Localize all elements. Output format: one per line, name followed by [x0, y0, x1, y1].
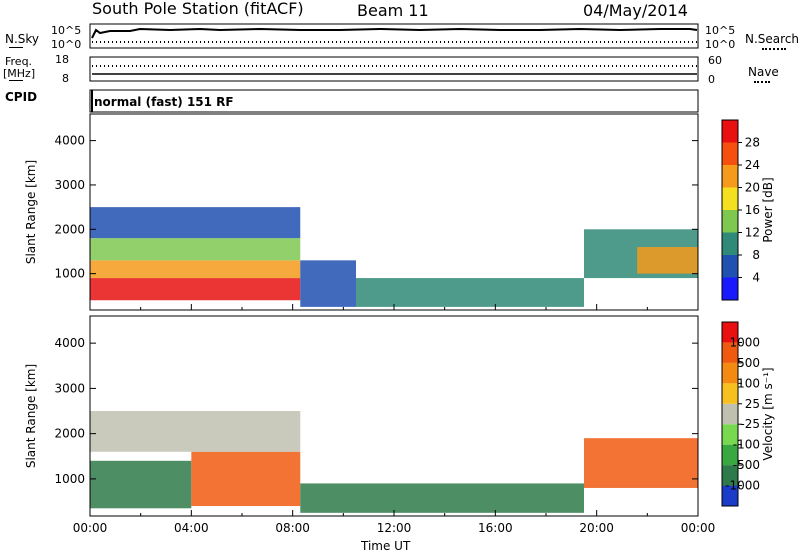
- power-ytick-label-3: 4000: [54, 134, 85, 148]
- station-title: South Pole Station (fitACF): [92, 0, 304, 18]
- nave-legend-line: [754, 81, 770, 83]
- power-colorbar-swatch-1: [722, 255, 738, 278]
- nsky-label: N.Sky: [5, 32, 40, 46]
- noise-panel: [89, 23, 699, 49]
- power-ylabel: Slant Range [km]: [24, 160, 38, 264]
- power-colorbar-swatch-6: [722, 142, 738, 165]
- velocity-ytick-label-2: 3000: [54, 381, 85, 395]
- date-label: 04/May/2014: [583, 1, 688, 20]
- power-region-5: [356, 278, 584, 307]
- noise-tick-low-left: 10^0: [51, 38, 82, 51]
- colorbars: 4 8 12 16 20 24 28 Power [dB] 1000 500 100 25 -25 -10…: [721, 119, 775, 507]
- velocity-colorbar-label-5: -100: [733, 438, 760, 452]
- nave-label: Nave: [748, 65, 779, 79]
- nsearch-label: N.Search: [745, 32, 800, 46]
- velocity-colorbar-swatch-8: [722, 322, 738, 343]
- velocity-colorbar-label-7: -1000: [725, 479, 760, 493]
- power-panel: 1000 2000 3000 4000 Slant Range [km]: [24, 113, 699, 311]
- nsky-trace: [91, 27, 698, 39]
- power-colorbar-label-4: 20: [745, 181, 760, 195]
- xtick-label-2: 08:00: [275, 521, 310, 535]
- velocity-region-4: [584, 438, 698, 488]
- power-colorbar-swatch-7: [722, 120, 738, 143]
- freq-label: Freq.: [5, 55, 33, 68]
- power-region-1: [90, 260, 301, 279]
- velocity-ytick-label-0: 1000: [54, 472, 85, 486]
- noise-tick-high-left: 10^5: [51, 24, 82, 37]
- cpid-label: CPID: [5, 90, 38, 104]
- xtick-label-6: 00:00: [681, 521, 716, 535]
- power-colorbar-label-5: 24: [745, 158, 760, 172]
- velocity-colorbar-label-6: -500: [733, 458, 760, 472]
- x-axis-label: Time UT: [361, 539, 411, 553]
- freq-panel: [89, 56, 699, 82]
- velocity-ytick-label-3: 4000: [54, 336, 85, 350]
- freq-tick-high: 18: [55, 53, 69, 66]
- velocity-ytick-label-1: 2000: [54, 427, 85, 441]
- velocity-colorbar-swatch-5: [722, 383, 738, 404]
- freq-unit: [MHz]: [3, 67, 36, 80]
- xtick-label-4: 16:00: [478, 521, 513, 535]
- power-colorbar-label-3: 16: [745, 203, 760, 217]
- velocity-colorbar-label-2: 100: [737, 376, 760, 390]
- nsearch-legend-line: [762, 48, 786, 50]
- velocity-panel: 1000 2000 3000 4000 Slant Range [km] 00:00 04:…: [24, 315, 716, 535]
- xtick-label-0: 00:00: [73, 521, 108, 535]
- power-region-0: [90, 278, 301, 301]
- power-colorbar-label-0: 4: [752, 271, 760, 285]
- power-colorbar-swatch-2: [722, 232, 738, 255]
- velocity-colorbar-swatch-7: [722, 342, 738, 363]
- nave-tick-low: 0: [708, 73, 715, 86]
- velocity-colorbar-label-1: 500: [737, 356, 760, 370]
- power-region-3: [90, 207, 301, 239]
- power-region-4: [300, 260, 356, 307]
- velocity-region-2: [90, 411, 301, 452]
- power-colorbar-swatch-5: [722, 165, 738, 188]
- freq-legend-line: [9, 80, 23, 81]
- velocity-colorbar-label-4: -25: [740, 417, 760, 431]
- velocity-region-0: [90, 460, 192, 509]
- velocity-colorbar-title: Velocity [m s⁻¹]: [761, 367, 775, 460]
- nave-tick-high: 60: [708, 54, 722, 67]
- velocity-colorbar-swatch-4: [722, 403, 738, 425]
- power-colorbar-label-1: 8: [752, 248, 760, 262]
- power-colorbar-label-2: 12: [745, 226, 760, 240]
- power-colorbar-swatch-4: [722, 187, 738, 210]
- power-region-2: [90, 238, 301, 261]
- velocity-colorbar-swatch-2: [722, 444, 738, 466]
- power-ytick-label-2: 3000: [54, 178, 85, 192]
- noise-tick-high-right: 10^5: [705, 24, 736, 37]
- power-colorbar-label-6: 28: [745, 136, 760, 150]
- xtick-label-5: 20:00: [579, 521, 614, 535]
- power-colorbar-title: Power [dB]: [761, 177, 775, 242]
- velocity-colorbar-swatch-6: [722, 362, 738, 384]
- xtick-label-3: 12:00: [377, 521, 412, 535]
- power-colorbar-swatch-3: [722, 210, 738, 233]
- noise-tick-low-right: 10^0: [705, 38, 736, 51]
- power-region-7: [637, 247, 698, 274]
- velocity-colorbar-label-3: 25: [745, 397, 760, 411]
- velocity-region-3: [300, 483, 584, 513]
- cpid-panel: [89, 89, 699, 113]
- power-colorbar-swatch-0: [722, 277, 738, 300]
- xtick-label-1: 04:00: [174, 521, 209, 535]
- cpid-text: normal (fast) 151 RF: [94, 95, 234, 109]
- velocity-colorbar-frame: [721, 321, 739, 507]
- velocity-colorbar-swatch-1: [722, 465, 738, 486]
- velocity-region-1: [191, 451, 301, 507]
- velocity-colorbar-swatch-3: [722, 424, 738, 445]
- beam-label: Beam 11: [357, 1, 429, 20]
- velocity-ylabel: Slant Range [km]: [24, 364, 38, 468]
- nsky-legend-line: [9, 47, 23, 48]
- power-ytick-label-1: 2000: [54, 222, 85, 236]
- velocity-colorbar-label-0: 1000: [729, 335, 760, 349]
- freq-tick-low: 8: [62, 72, 69, 85]
- power-ytick-label-0: 1000: [54, 267, 85, 281]
- velocity-colorbar-swatch-0: [722, 485, 738, 506]
